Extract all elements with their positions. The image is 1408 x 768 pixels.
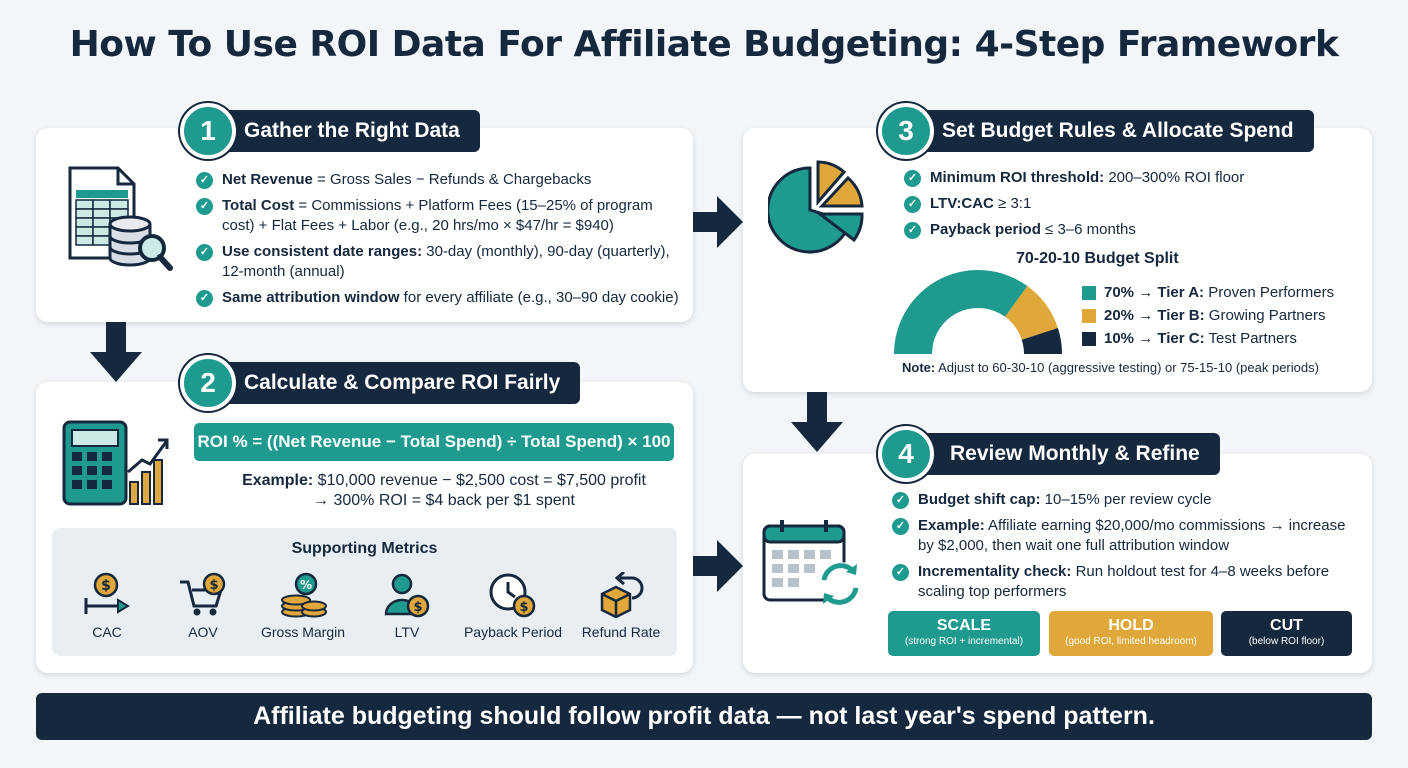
step2-heading: Calculate & Compare ROI Fairly — [244, 371, 561, 394]
cart-coin-icon: $ — [180, 572, 226, 616]
check-icon: ✓ — [196, 198, 213, 215]
budget-split-title: 70-20-10 Budget Split — [1016, 250, 1179, 267]
step2-header: 2 Calculate & Compare ROI Fairly — [180, 355, 581, 411]
box-return-icon — [600, 572, 644, 618]
calendar-cycle-icon — [762, 518, 866, 614]
metric-label: AOV — [188, 624, 218, 640]
supporting-metrics-panel: Supporting Metrics $ CAC $ AOV % Gross M… — [52, 528, 677, 656]
arrow-step1-to-step3 — [693, 196, 743, 248]
metric-label: Gross Margin — [260, 624, 346, 640]
step1-number-badge: 1 — [180, 103, 236, 159]
step3-heading: Set Budget Rules & Allocate Spend — [942, 119, 1294, 142]
step4-bullet: ✓ Incrementality check: Run holdout test … — [892, 562, 1362, 602]
budget-split-chart — [894, 270, 1062, 354]
donut-slice-tier-a — [894, 270, 1028, 354]
step1-bullet-list: ✓ Net Revenue = Gross Sales − Refunds & C… — [196, 170, 686, 314]
step2-number-badge: 2 — [180, 355, 236, 411]
step3-number-badge: 3 — [878, 103, 934, 159]
legend-swatch — [1082, 331, 1096, 346]
step4-heading: Review Monthly & Refine — [950, 442, 1200, 465]
cut-action-tag: CUT (below ROI floor) — [1221, 611, 1352, 656]
budget-note: Note: Adjust to 60-30-10 (aggressive tes… — [902, 360, 1319, 375]
supporting-metrics-title: Supporting Metrics — [291, 540, 438, 557]
step1-bullet: ✓ Total Cost = Commissions + Platform Fee… — [196, 196, 686, 236]
legend-item-tier-b: 20% → Tier B: Growing Partners — [1082, 304, 1334, 327]
metric-ltv: $ LTV — [352, 572, 462, 640]
metric-label: CAC — [92, 624, 122, 640]
step3-bullet: ✓ LTV:CAC ≥ 3:1 — [904, 194, 1354, 214]
hold-action-tag: HOLD (good ROI, limited headroom) — [1049, 611, 1213, 656]
step4-bullet: ✓ Example: Affiliate earning $20,000/mo c… — [892, 516, 1362, 556]
person-coin-icon: $ — [384, 573, 430, 618]
check-icon: ✓ — [892, 518, 909, 535]
check-icon: ✓ — [196, 290, 213, 307]
donut-slice-tier-c — [1021, 328, 1062, 354]
step1-bullet: ✓ Use consistent date ranges: 30-day (mon… — [196, 242, 686, 282]
page-title: How To Use ROI Data For Affiliate Budget… — [69, 24, 1339, 65]
check-icon: ✓ — [196, 172, 213, 189]
bottom-banner: Affiliate budgeting should follow profit… — [36, 693, 1372, 740]
check-icon: ✓ — [892, 564, 909, 581]
legend-swatch — [1082, 308, 1096, 323]
spreadsheet-database-icon — [66, 166, 176, 280]
scale-action-tag: SCALE (strong ROI + incremental) — [888, 611, 1040, 656]
svg-text:%: % — [300, 578, 312, 592]
budget-split-legend: 70% → Tier A: Proven Performers 20% → Ti… — [1082, 281, 1334, 350]
coin-arrow-icon: $ — [84, 572, 130, 614]
step3-bullet-list: ✓ Minimum ROI threshold: 200–300% ROI flo… — [904, 168, 1354, 246]
svg-text:$: $ — [209, 578, 218, 593]
legend-item-tier-c: 10% → Tier C: Test Partners — [1082, 327, 1334, 350]
roi-example: Example: $10,000 revenue − $2,500 cost =… — [242, 472, 646, 509]
check-icon: ✓ — [196, 244, 213, 261]
step4-bullet: ✓ Budget shift cap: 10–15% per review cyc… — [892, 490, 1362, 510]
arrow-step1-to-step2 — [90, 322, 142, 382]
step3-header: 3 Set Budget Rules & Allocate Spend — [878, 103, 1314, 159]
metric-label: Refund Rate — [581, 624, 661, 640]
step1-bullet: ✓ Same attribution window for every affil… — [196, 288, 686, 308]
donut-slice-tier-b — [1005, 286, 1058, 340]
roi-formula: ROI % = ((Net Revenue − Total Spend) ÷ T… — [194, 423, 674, 461]
svg-text:$: $ — [413, 600, 422, 615]
check-icon: ✓ — [892, 492, 909, 509]
step4-number-badge: 4 — [878, 426, 934, 482]
clock-coin-icon: $ — [489, 573, 536, 618]
calculator-chart-icon — [62, 420, 172, 514]
step3-bullet: ✓ Minimum ROI threshold: 200–300% ROI flo… — [904, 168, 1354, 188]
svg-text:$: $ — [519, 600, 528, 615]
check-icon: ✓ — [904, 222, 921, 239]
step3-bullet: ✓ Payback period ≤ 3–6 months — [904, 220, 1354, 240]
step1-heading: Gather the Right Data — [244, 119, 460, 142]
step1-bullet: ✓ Net Revenue = Gross Sales − Refunds & C… — [196, 170, 686, 190]
metric-payback-period: $ Payback Period — [454, 572, 572, 640]
coin-stack-icon: % — [281, 572, 327, 618]
metric-cac: $ CAC — [52, 572, 162, 640]
step1-header: 1 Gather the Right Data — [180, 103, 480, 159]
pie-chart-icon — [766, 160, 864, 260]
legend-swatch — [1082, 285, 1096, 300]
metric-label: Payback Period — [463, 624, 563, 640]
step4-header: 4 Review Monthly & Refine — [878, 426, 1220, 482]
svg-text:$: $ — [101, 578, 111, 594]
legend-item-tier-a: 70% → Tier A: Proven Performers — [1082, 281, 1334, 304]
arrow-step3-to-step4 — [791, 392, 843, 452]
arrow-step2-to-step4 — [693, 540, 743, 592]
step4-bullet-list: ✓ Budget shift cap: 10–15% per review cyc… — [892, 490, 1362, 608]
metric-aov: $ AOV — [148, 572, 258, 640]
check-icon: ✓ — [904, 170, 921, 187]
metric-gross-margin: % Gross Margin — [248, 572, 358, 640]
metric-refund-rate: Refund Rate — [566, 572, 676, 640]
metric-label: LTV — [394, 624, 420, 640]
check-icon: ✓ — [904, 196, 921, 213]
